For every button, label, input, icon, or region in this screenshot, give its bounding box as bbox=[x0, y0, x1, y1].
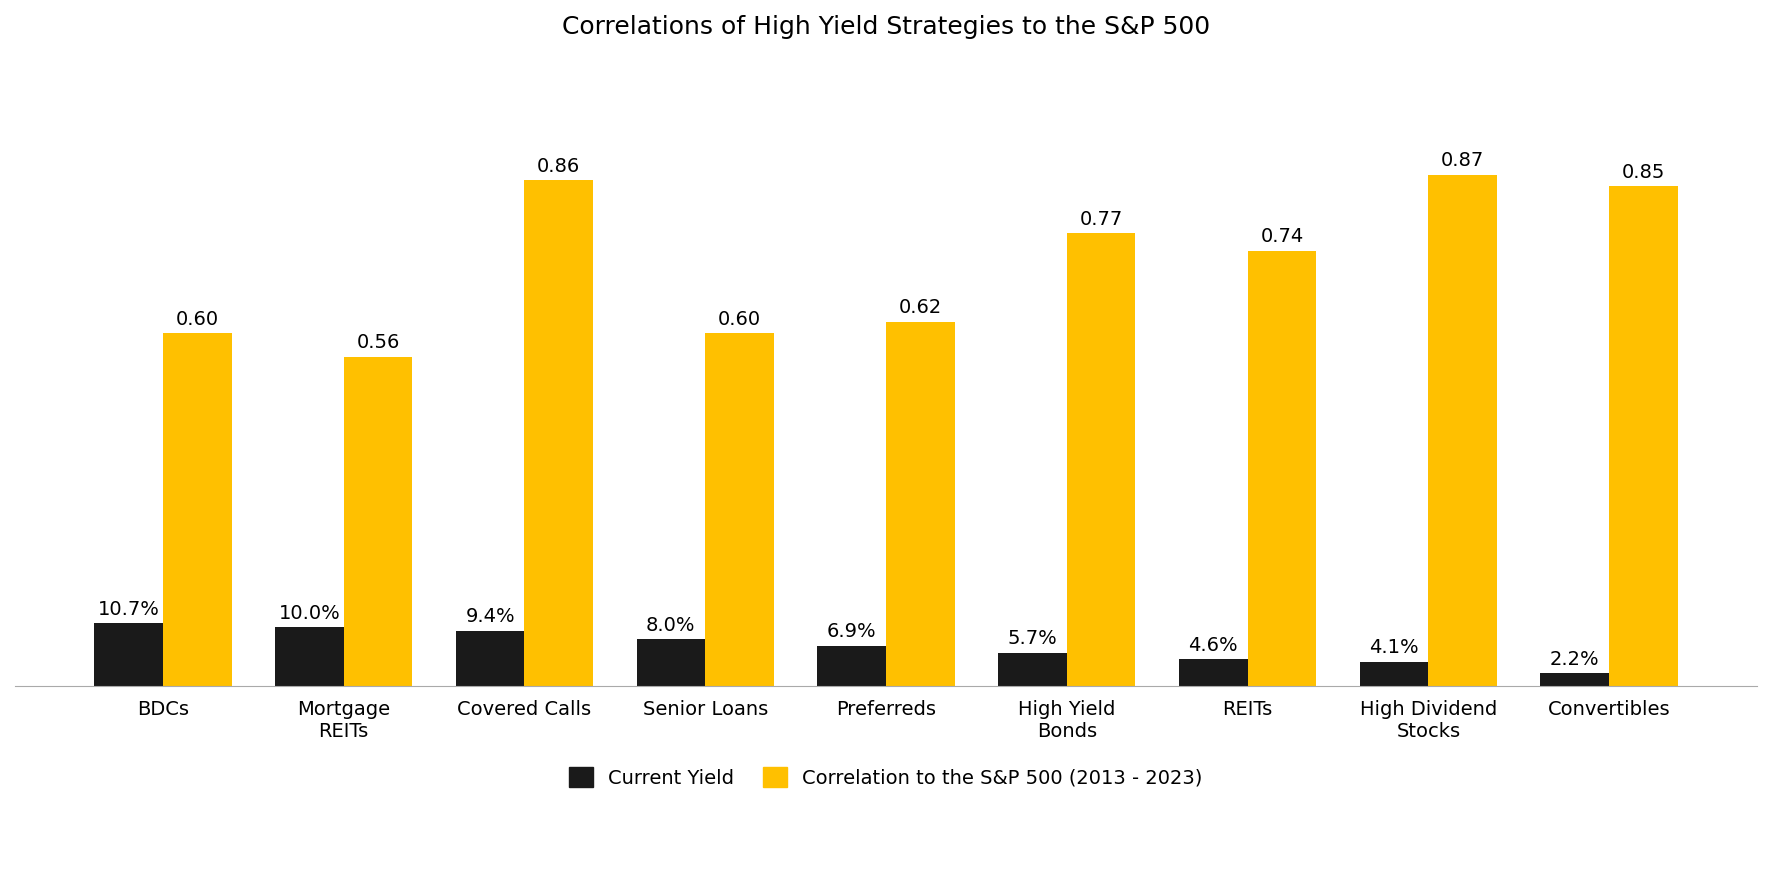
Bar bbox=[817, 646, 886, 686]
Text: 0.60: 0.60 bbox=[718, 310, 762, 328]
Bar bbox=[1247, 251, 1317, 686]
Text: 9.4%: 9.4% bbox=[466, 607, 516, 627]
Text: 0.87: 0.87 bbox=[1441, 150, 1485, 170]
Bar bbox=[1178, 659, 1247, 686]
Bar bbox=[163, 334, 232, 686]
Text: 0.85: 0.85 bbox=[1621, 163, 1666, 181]
Title: Correlations of High Yield Strategies to the S&P 500: Correlations of High Yield Strategies to… bbox=[562, 15, 1210, 39]
Bar bbox=[94, 623, 163, 686]
Text: 0.86: 0.86 bbox=[537, 157, 581, 176]
Text: 0.60: 0.60 bbox=[175, 310, 218, 328]
Text: 10.7%: 10.7% bbox=[97, 600, 159, 619]
Bar bbox=[455, 631, 525, 686]
Text: 10.0%: 10.0% bbox=[278, 604, 340, 623]
Bar bbox=[275, 627, 344, 686]
Text: 4.6%: 4.6% bbox=[1189, 635, 1239, 655]
Bar bbox=[998, 653, 1067, 686]
Text: 0.62: 0.62 bbox=[898, 298, 943, 317]
Text: 0.77: 0.77 bbox=[1079, 210, 1123, 228]
Text: 0.56: 0.56 bbox=[356, 333, 400, 352]
Text: 4.1%: 4.1% bbox=[1370, 638, 1419, 658]
Bar bbox=[636, 639, 705, 686]
Bar bbox=[525, 181, 594, 686]
Text: 5.7%: 5.7% bbox=[1008, 629, 1058, 648]
Bar bbox=[1067, 234, 1136, 686]
Bar bbox=[1428, 174, 1497, 686]
Bar bbox=[1609, 187, 1678, 686]
Legend: Current Yield, Correlation to the S&P 500 (2013 - 2023): Current Yield, Correlation to the S&P 50… bbox=[569, 767, 1203, 788]
Bar bbox=[705, 334, 774, 686]
Bar bbox=[1540, 673, 1609, 686]
Text: 8.0%: 8.0% bbox=[647, 615, 696, 635]
Bar bbox=[886, 321, 955, 686]
Text: 6.9%: 6.9% bbox=[828, 622, 877, 641]
Text: 0.74: 0.74 bbox=[1260, 227, 1304, 246]
Bar bbox=[1359, 662, 1428, 686]
Text: 2.2%: 2.2% bbox=[1550, 650, 1600, 668]
Bar bbox=[344, 357, 413, 686]
